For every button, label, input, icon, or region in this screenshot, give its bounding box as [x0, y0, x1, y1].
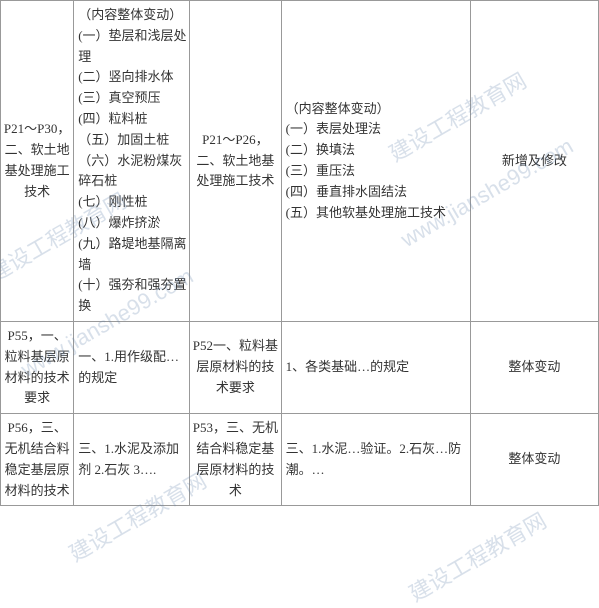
cell-r3-c4: 三、1.水泥…验证。2.石灰…防潮。… [281, 414, 470, 506]
cell-line: (十）强夯和强夯置换 [78, 275, 187, 317]
cell-r2-c4: 1、各类基础…的规定 [281, 321, 470, 413]
cell-r2-c2: 一、1.用作级配…的规定 [74, 321, 190, 413]
cell-line: （五）加固土桩 [78, 130, 187, 151]
cell-line: (九）路堤地基隔离墙 [78, 234, 187, 276]
cell-r1-c5: 新增及修改 [470, 1, 598, 322]
cell-line: （内容整体变动） [78, 5, 187, 26]
cell-line: (四）垂直排水固结法 [286, 182, 468, 203]
comparison-table: P21～P30，二、软土地基处理施工技术 （内容整体变动）(一）垫层和浅层处理(… [0, 0, 599, 506]
cell-line: (四）粒料桩 [78, 109, 187, 130]
watermark: 建设工程教育网 [402, 504, 551, 608]
cell-line: (三）真空预压 [78, 88, 187, 109]
cell-r2-c3: P52一、粒料基层原材料的技术要求 [190, 321, 282, 413]
cell-line: (二）换填法 [286, 140, 468, 161]
cell-line: (七）刚性桩 [78, 192, 187, 213]
cell-r3-c5: 整体变动 [470, 414, 598, 506]
cell-line: (八）爆炸挤淤 [78, 213, 187, 234]
table-row: P56，三、无机结合料稳定基层原材料的技术 三、1.水泥及添加剂 2.石灰 3…… [1, 414, 599, 506]
cell-line: (五）其他软基处理施工技术 [286, 203, 468, 224]
cell-line: （内容整体变动） [286, 99, 468, 120]
cell-r1-c4: （内容整体变动）(一）表层处理法(二）换填法(三）重压法(四）垂直排水固结法(五… [281, 1, 470, 322]
cell-r3-c3: P53，三、无机结合料稳定基层原材料的技术 [190, 414, 282, 506]
table-row: P55，一、粒料基层原材料的技术要求 一、1.用作级配…的规定 P52一、粒料基… [1, 321, 599, 413]
table-row: P21～P30，二、软土地基处理施工技术 （内容整体变动）(一）垫层和浅层处理(… [1, 1, 599, 322]
cell-line: (二）竖向排水体 [78, 67, 187, 88]
cell-line: （六）水泥粉煤灰碎石桩 [78, 151, 187, 193]
cell-r3-c1: P56，三、无机结合料稳定基层原材料的技术 [1, 414, 74, 506]
cell-r3-c2: 三、1.水泥及添加剂 2.石灰 3…. [74, 414, 190, 506]
cell-r2-c5: 整体变动 [470, 321, 598, 413]
cell-line: (三）重压法 [286, 161, 468, 182]
cell-line: (一）垫层和浅层处理 [78, 26, 187, 68]
cell-r1-c2: （内容整体变动）(一）垫层和浅层处理(二）竖向排水体(三）真空预压(四）粒料桩（… [74, 1, 190, 322]
cell-r1-c3: P21～P26，二、软土地基处理施工技术 [190, 1, 282, 322]
cell-r1-c1: P21～P30，二、软土地基处理施工技术 [1, 1, 74, 322]
cell-line: (一）表层处理法 [286, 119, 468, 140]
cell-r2-c1: P55，一、粒料基层原材料的技术要求 [1, 321, 74, 413]
